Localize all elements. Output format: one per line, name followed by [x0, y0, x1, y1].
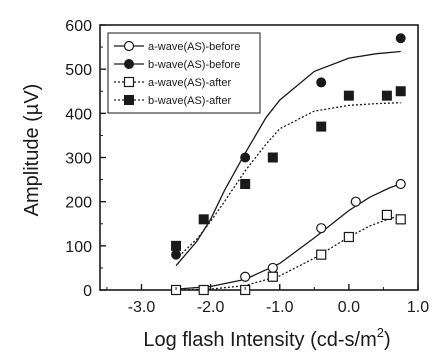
data-point-a-wave-as-before: [395, 178, 406, 190]
legend-label: a-wave(AS)-before: [148, 41, 240, 53]
legend: a-wave(AS)-before b-wave(AS)-before a-wave…: [107, 32, 261, 114]
y-tick-label: 500: [65, 62, 92, 79]
fit-line-a-wave-as-after: [175, 215, 401, 291]
data-point-b-wave-as-after: [240, 179, 251, 189]
legend-label: b-wave(AS)-before: [148, 59, 240, 71]
data-point-b-wave-as-before: [395, 33, 406, 44]
y-axis-ticks: 0 100 200 300 400 500 600: [65, 18, 106, 300]
data-point-b-wave-as-after: [198, 214, 209, 225]
data-point-b-wave-as-after: [395, 86, 406, 97]
legend-marker: [123, 40, 135, 52]
data-point-a-wave-as-before: [267, 262, 278, 274]
data-point-a-wave-as-after: [267, 271, 278, 282]
x-tick-label: 1.0: [407, 299, 429, 316]
data-point-a-wave-as-after: [343, 231, 354, 243]
data-point-b-wave-as-before: [171, 249, 182, 260]
y-tick-label: 400: [65, 106, 92, 123]
y-tick-label: 600: [65, 18, 92, 35]
data-point-b-wave-as-after: [316, 121, 327, 132]
fit-line-a-wave-as-before: [175, 183, 401, 290]
fit-lines: [175, 50, 401, 291]
y-axis-title: Amplitude (µV): [21, 84, 43, 217]
data-point-a-wave-as-after: [316, 249, 327, 260]
data-point-b-wave-as-after: [267, 152, 278, 163]
data-point-b-wave-as-after: [343, 90, 354, 101]
x-axis-title: Log flash Intensity (cd-s/m2): [143, 325, 390, 351]
data-point-a-wave-as-before: [316, 223, 327, 234]
data-point-a-wave-as-after: [198, 284, 209, 296]
data-markers: [170, 33, 406, 296]
legend-marker: [124, 95, 134, 105]
x-axis-ticks: -3.0 -2.0 -1.0 0.0 1.0: [106, 284, 429, 316]
x-tick-label: -3.0: [128, 299, 156, 316]
legend-marker: [124, 59, 134, 69]
x-tick-label: -2.0: [197, 299, 225, 316]
data-point-b-wave-as-after: [171, 240, 182, 251]
y-tick-label: 200: [65, 195, 92, 212]
data-point-b-wave-as-after: [381, 90, 392, 101]
data-point-a-wave-as-before: [350, 196, 361, 207]
x-tick-label: 0.0: [338, 299, 360, 316]
data-point-b-wave-as-before: [240, 152, 251, 163]
data-point-a-wave-as-after: [381, 209, 392, 221]
y-tick-label: 300: [65, 151, 92, 168]
fit-line-b-wave-as-after: [175, 102, 401, 260]
data-point-a-wave-as-after: [395, 214, 406, 225]
data-point-b-wave-as-before: [316, 77, 327, 88]
legend-label: a-wave(AS)-after: [148, 77, 231, 89]
legend-marker: [123, 76, 135, 88]
data-point-a-wave-as-before: [240, 271, 251, 282]
y-tick-label: 0: [83, 283, 92, 300]
y-tick-label: 100: [65, 239, 92, 256]
legend-label: b-wave(AS)-after: [148, 95, 231, 107]
x-tick-label: -1.0: [266, 299, 294, 316]
